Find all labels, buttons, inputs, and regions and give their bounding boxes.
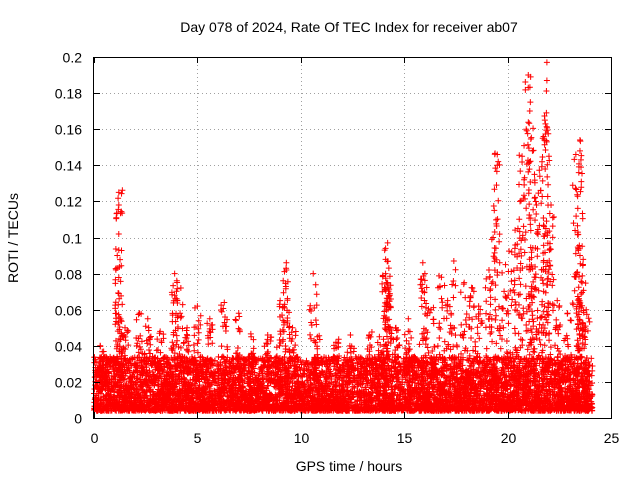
roti-point [303,357,310,364]
roti-point [464,356,471,363]
data-points [91,59,596,414]
chart-title: Day 078 of 2024, Rate Of TEC Index for r… [180,19,518,35]
